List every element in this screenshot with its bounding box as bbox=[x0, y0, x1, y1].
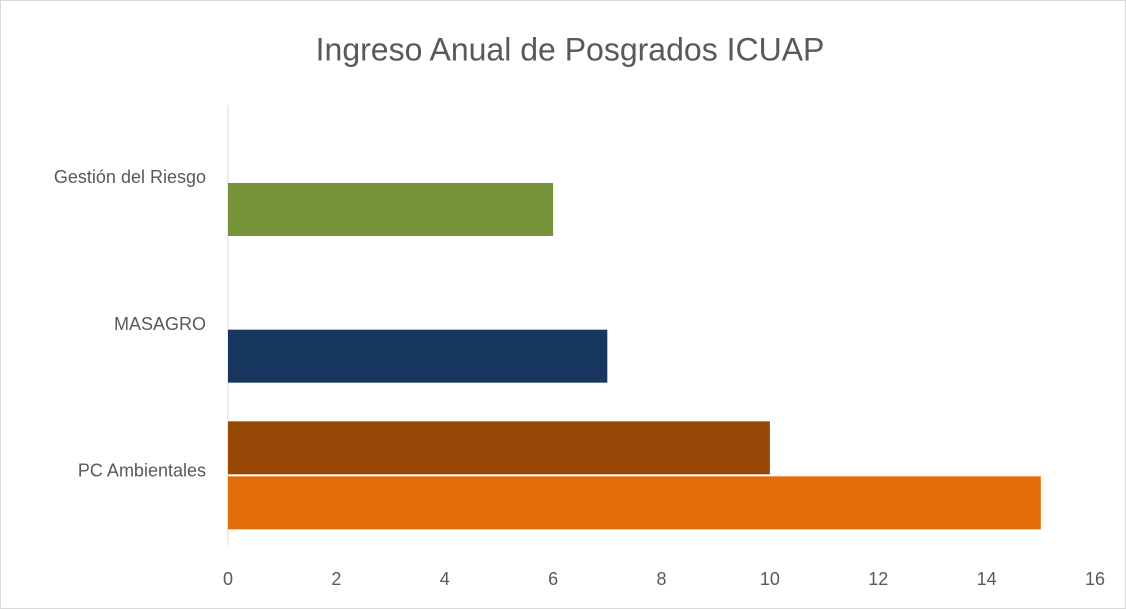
bar bbox=[228, 421, 770, 475]
x-tick-label: 0 bbox=[223, 569, 233, 589]
x-tick-label: 2 bbox=[331, 569, 341, 589]
y-tick-label: MASAGRO bbox=[114, 314, 206, 334]
x-tick-label: 8 bbox=[656, 569, 666, 589]
x-tick-label: 12 bbox=[868, 569, 888, 589]
x-tick-label: 10 bbox=[760, 569, 780, 589]
x-tick-label: 4 bbox=[440, 569, 450, 589]
x-tick-label: 14 bbox=[977, 569, 997, 589]
x-tick-label: 6 bbox=[548, 569, 558, 589]
x-tick-label: 16 bbox=[1085, 569, 1105, 589]
bar bbox=[228, 183, 554, 236]
bar bbox=[228, 476, 1041, 530]
y-tick-label: PC Ambientales bbox=[78, 460, 206, 480]
bar bbox=[228, 329, 608, 383]
chart-title: Ingreso Anual de Posgrados ICUAP bbox=[316, 31, 825, 67]
y-tick-label: Gestión del Riesgo bbox=[54, 167, 206, 187]
